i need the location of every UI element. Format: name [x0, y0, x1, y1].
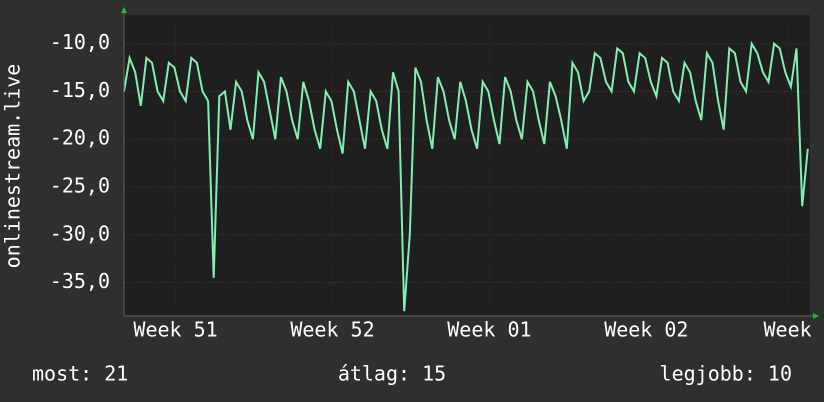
- x-tick-label: Week 02: [604, 318, 688, 342]
- x-tick-label: Week 52: [290, 318, 374, 342]
- axis-arrow: [813, 313, 819, 319]
- axis-arrow: [121, 7, 127, 13]
- x-tick-label: Week: [763, 318, 811, 342]
- y-tick-label: -15,0: [50, 78, 110, 102]
- line-series: [123, 40, 809, 312]
- footer-stat: átlag: 15: [338, 362, 446, 386]
- footer-stat: legjobb: 10: [660, 362, 792, 386]
- footer-stat: most: 21: [32, 362, 128, 386]
- grid: [124, 15, 810, 316]
- y-axis-label: onlinestream.live: [1, 64, 25, 269]
- y-tick-label: -35,0: [50, 269, 110, 293]
- y-tick-label: -25,0: [50, 174, 110, 198]
- y-tick-label: -30,0: [50, 221, 110, 245]
- y-tick-label: -20,0: [50, 126, 110, 150]
- x-tick-label: Week 51: [133, 318, 217, 342]
- marks: [123, 40, 809, 312]
- x-tick-label: Week 01: [447, 318, 531, 342]
- plot-area: [124, 15, 810, 316]
- y-tick-label: -10,0: [50, 30, 110, 54]
